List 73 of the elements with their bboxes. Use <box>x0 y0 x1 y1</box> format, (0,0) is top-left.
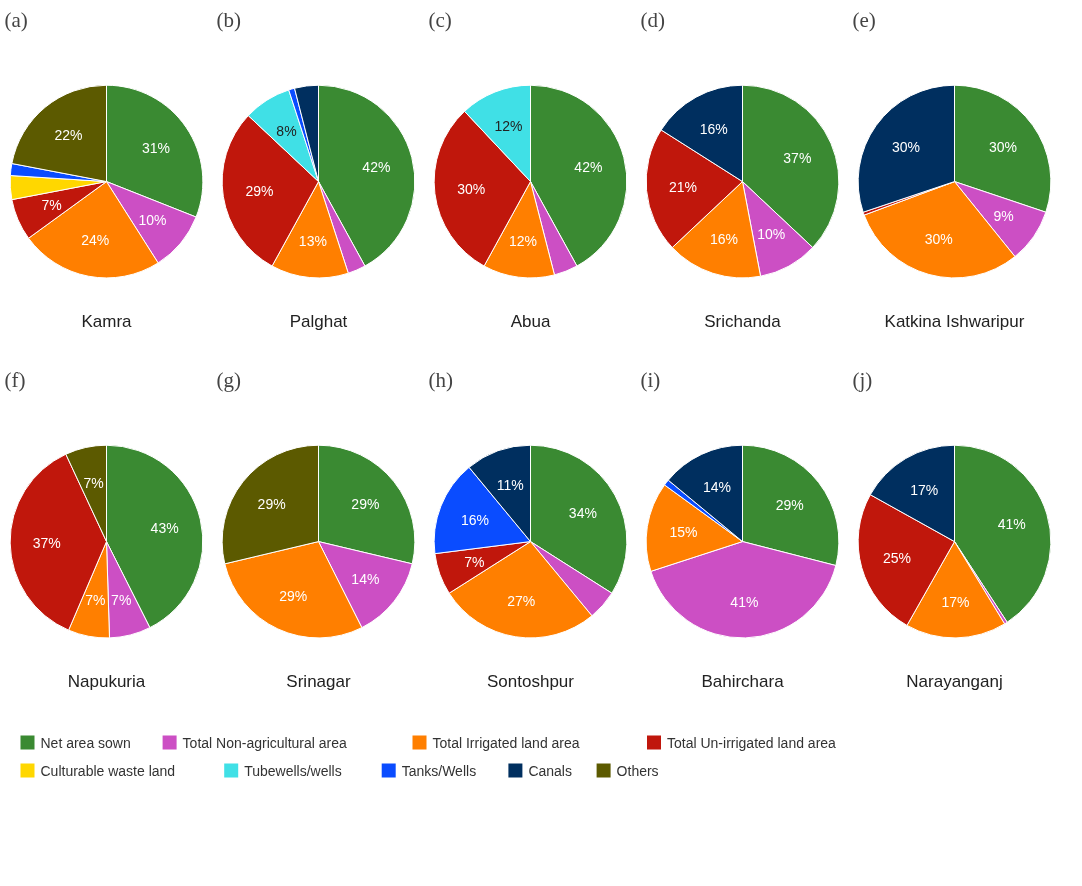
chart-title: (b) <box>216 7 241 32</box>
data-label: 14% <box>703 479 732 496</box>
data-label: 10% <box>757 226 786 243</box>
legend-label: Tubewells/wells <box>244 762 342 779</box>
data-label: 30% <box>891 138 921 155</box>
data-label: 7% <box>83 475 104 492</box>
legend-label: Total Irrigated land area <box>432 734 580 751</box>
chart-title: (j) <box>852 367 873 392</box>
data-label: 7% <box>111 591 132 608</box>
data-label: 11% <box>496 477 524 494</box>
data-label: 30% <box>988 138 1018 155</box>
data-label: 7% <box>85 592 106 609</box>
data-label: 16% <box>699 121 728 138</box>
chart-title: (f) <box>4 367 26 392</box>
chart-title: (i) <box>640 367 661 392</box>
data-label: 12% <box>509 233 538 250</box>
data-label: 43% <box>150 519 179 536</box>
text: Bahirchara <box>701 672 785 692</box>
data-label: 15% <box>669 524 698 541</box>
data-label: 16% <box>710 230 739 247</box>
data-label: 25% <box>882 549 911 566</box>
legend-label: Canals <box>528 762 572 779</box>
data-label: 30% <box>924 231 953 248</box>
data-label: 31% <box>141 139 170 156</box>
data-label: 9% <box>993 207 1014 224</box>
data-label: 42% <box>362 158 391 175</box>
data-label: 37% <box>32 534 61 551</box>
data-label: 29% <box>351 496 380 513</box>
text: Srinagar <box>286 672 351 692</box>
data-label: 29% <box>775 496 804 513</box>
data-label: 37% <box>783 149 812 166</box>
legend-label: Tanks/Wells <box>401 762 477 779</box>
data-label: 41% <box>997 516 1026 533</box>
data-label: 8% <box>276 122 297 139</box>
legend-label: Net area sown <box>40 734 131 751</box>
text: Srichanda <box>704 312 782 332</box>
data-label: 7% <box>464 553 485 570</box>
data-label: 27% <box>507 592 536 609</box>
chart-title: (c) <box>428 7 452 32</box>
data-label: 29% <box>245 182 274 199</box>
data-label: 14% <box>351 570 380 587</box>
legend-label: Total Non-agricultural area <box>182 734 348 751</box>
data-label: 7% <box>41 197 62 214</box>
data-label: 41% <box>730 593 759 610</box>
data-label: 22% <box>54 127 83 144</box>
text: Abua <box>510 312 551 332</box>
data-label: 24% <box>81 232 110 249</box>
data-label: 30% <box>457 181 486 198</box>
chart-title: (g) <box>216 367 241 392</box>
text: Kamra <box>81 312 133 332</box>
chart-title: (a) <box>4 7 28 32</box>
chart-title: (d) <box>640 7 665 32</box>
text: Palghat <box>289 312 348 332</box>
data-label: 34% <box>568 504 597 521</box>
legend-label: Others <box>616 762 659 779</box>
chart-title: (e) <box>852 7 876 32</box>
data-label: 10% <box>138 211 167 228</box>
data-label: 13% <box>298 233 327 250</box>
data-label: 42% <box>574 158 603 175</box>
text: Sontoshpur <box>487 672 575 692</box>
data-label: 17% <box>910 481 939 498</box>
data-label: 16% <box>460 511 489 528</box>
data-label: 21% <box>669 179 698 196</box>
text: Napukuria <box>67 672 146 692</box>
data-label: 29% <box>279 587 308 604</box>
text: Narayanganj <box>906 672 1003 692</box>
text: Katkina Ishwaripur <box>884 312 1025 332</box>
chart-title: (h) <box>428 367 453 392</box>
data-label: 29% <box>257 496 286 513</box>
data-label: 17% <box>941 593 970 610</box>
legend-label: Culturable waste land <box>40 762 176 779</box>
data-label: 12% <box>494 117 523 134</box>
legend-label: Total Un-irrigated land area <box>667 734 837 751</box>
